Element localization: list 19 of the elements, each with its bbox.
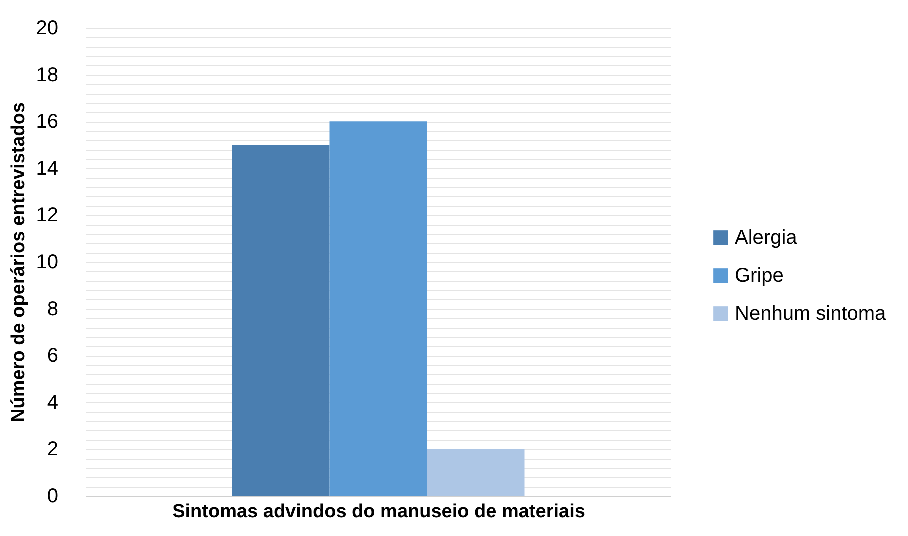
legend-label: Alergia <box>735 227 798 249</box>
bar <box>232 145 330 496</box>
y-tick-label: 12 <box>36 204 58 227</box>
y-tick-label: 10 <box>36 252 58 274</box>
y-tick-label: 16 <box>36 111 58 134</box>
legend-label: Nenhum sintoma <box>735 303 888 325</box>
y-tick-label: 0 <box>47 486 58 508</box>
legend-label: Gripe <box>735 265 784 287</box>
x-axis-title: Sintomas advindos do manuseio de materiais <box>172 502 586 522</box>
y-tick-label: 14 <box>36 158 58 180</box>
bar <box>427 449 525 496</box>
y-tick-label: 6 <box>47 345 58 368</box>
y-tick-label: 2 <box>47 438 58 461</box>
y-tick-label: 8 <box>47 298 58 320</box>
bar <box>330 122 428 496</box>
y-tick-label: 4 <box>47 392 58 414</box>
y-axis-title: Número de operários entrevistados <box>8 102 30 422</box>
y-tick-label: 20 <box>36 18 58 40</box>
y-tick-label: 18 <box>36 64 58 86</box>
